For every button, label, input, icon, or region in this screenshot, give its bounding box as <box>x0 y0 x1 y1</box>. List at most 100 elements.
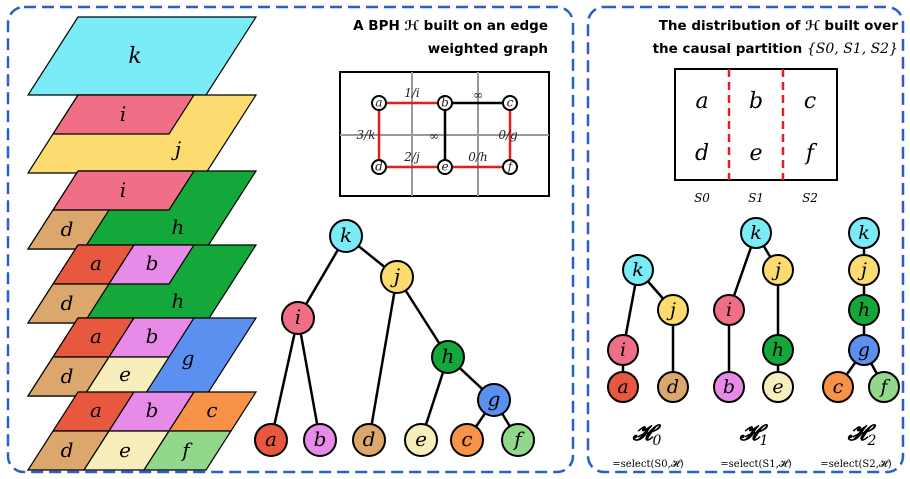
svg-text:i: i <box>620 339 626 361</box>
subtree-node-f: f <box>868 371 900 403</box>
tree-node-f: f <box>501 423 535 457</box>
svg-text:f: f <box>878 376 890 398</box>
subtree-node-k: k <box>622 254 654 286</box>
svg-text:i: i <box>295 305 301 329</box>
region-label: c <box>206 398 217 422</box>
tree-node-e: e <box>404 423 438 457</box>
svg-text:d: d <box>667 376 679 398</box>
region-label: b <box>146 324 159 348</box>
partition-cell: e <box>749 141 762 166</box>
left-title-line1: A BPH ℋ built on an edge <box>353 18 548 34</box>
region-label: e <box>119 438 131 462</box>
subtree-node-j: j <box>848 254 880 286</box>
tree-node-h: h <box>431 340 465 374</box>
layer-6: a b c d e f <box>26 391 258 471</box>
select-label: =select(S1,𝓗) <box>720 459 791 470</box>
subtree-node-k: k <box>740 217 772 249</box>
partition-math: {S0, S1, S2} <box>807 41 898 57</box>
subtree-node-i: i <box>713 294 745 326</box>
svg-text:b: b <box>723 376 735 398</box>
svg-text:h: h <box>772 339 784 361</box>
layer-stack: k i j i d h a b d h <box>26 16 258 471</box>
svg-text:e: e <box>441 160 448 174</box>
region-label: k <box>128 44 141 69</box>
left-panel-frame <box>6 5 575 474</box>
svg-text:j: j <box>857 259 867 281</box>
svg-text:h: h <box>442 344 455 368</box>
region-label: b <box>146 398 159 422</box>
layer-4: a b d h <box>26 244 258 324</box>
region-label: a <box>90 251 102 275</box>
svg-text:a: a <box>265 427 277 451</box>
region-label: e <box>119 362 131 386</box>
svg-text:c: c <box>507 96 514 110</box>
svg-text:b: b <box>314 427 327 451</box>
partition-cell: d <box>695 141 709 166</box>
subtree-node-h: h <box>762 334 794 366</box>
svg-text:k: k <box>858 222 870 244</box>
svg-text:e: e <box>772 376 783 398</box>
svg-text:c: c <box>833 376 844 398</box>
right-panel-frame <box>586 5 905 474</box>
region-label: a <box>90 398 102 422</box>
subtree-h0: k i j a d 𝓗0 =select(S0,𝓗) <box>607 254 689 470</box>
subtree-node-j: j <box>762 254 794 286</box>
graph-node-f: f <box>502 159 518 175</box>
region-label: b <box>146 251 159 275</box>
left-title-line2: weighted graph <box>428 41 548 57</box>
partition-cell: b <box>749 89 763 114</box>
svg-text:b: b <box>441 96 449 110</box>
edge-label: 0/g <box>498 128 518 142</box>
svg-text:a: a <box>375 96 382 110</box>
svg-text:j: j <box>390 264 400 288</box>
graph-node-c: c <box>502 95 518 111</box>
partition-grid: a b c d e f S0 S1 S2 <box>674 68 838 205</box>
edge-label: 1/i <box>404 86 420 100</box>
select-label: =select(S2,𝓗) <box>820 459 891 470</box>
edge-label: 0/h <box>468 150 487 164</box>
region-label: a <box>90 324 102 348</box>
region-label: i <box>120 102 126 126</box>
partition-frame <box>674 68 838 181</box>
svg-text:k: k <box>750 222 762 244</box>
edge-label: ∞ <box>473 88 483 102</box>
subtree-node-i: i <box>607 334 639 366</box>
subtree-node-g: g <box>848 334 880 366</box>
svg-text:e: e <box>415 427 427 451</box>
tree-node-d: d <box>352 423 386 457</box>
region-label: d <box>61 291 74 315</box>
svg-text:k: k <box>340 223 352 247</box>
partition-label-s1: S1 <box>748 191 764 205</box>
layer-1: k <box>26 16 258 96</box>
svg-text:d: d <box>363 427 376 451</box>
subtree-node-e: e <box>762 371 794 403</box>
svg-text:g: g <box>488 387 501 411</box>
svg-text:h: h <box>858 299 870 321</box>
region-label: d <box>61 217 74 241</box>
right-title-line1: The distribution of ℋ built over <box>659 18 899 34</box>
svg-text:k: k <box>632 259 644 281</box>
region-label: h <box>172 215 185 239</box>
tree-node-b: b <box>303 423 337 457</box>
svg-text:a: a <box>617 376 628 398</box>
subtree-node-k: k <box>848 217 880 249</box>
svg-text:j: j <box>771 259 781 281</box>
svg-text:g: g <box>858 339 870 361</box>
region-label: h <box>172 289 185 313</box>
subtree-node-b: b <box>713 371 745 403</box>
subtree-name: 𝓗2 <box>847 420 877 449</box>
select-label: =select(S0,𝓗) <box>612 459 683 470</box>
subtree-name: 𝓗0 <box>632 420 662 449</box>
hierarchy-tree: k i j h g a b d e c f <box>254 219 535 457</box>
right-title-line2: the causal partition {S0, S1, S2} <box>653 41 898 57</box>
svg-text:c: c <box>461 427 472 451</box>
graph-node-b: b <box>437 95 453 111</box>
subtree-node-d: d <box>657 371 689 403</box>
layer-5: a b g d e <box>26 317 258 397</box>
region-k <box>26 16 258 96</box>
tree-node-g: g <box>477 383 511 417</box>
partition-cell: a <box>695 89 708 114</box>
edge-label: 2/j <box>403 150 420 164</box>
edge-label: 3/k <box>357 128 376 142</box>
